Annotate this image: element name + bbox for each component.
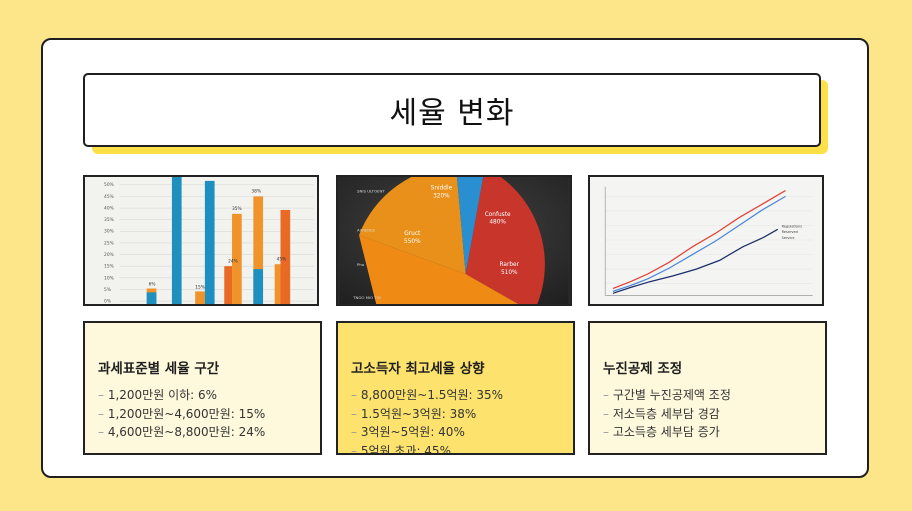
pie-side-text-1: AIVIEOES — [357, 227, 375, 232]
bar-data-label: 6% — [149, 282, 156, 288]
card-list: 1,200만원 이하: 6% 1,200만원~4,600만원: 15% 4,60… — [98, 386, 320, 442]
bar-ytick-label: 30% — [104, 229, 114, 235]
bar-chart-svg: 50% 45% 40% 35% 30% 25% 20% 15% 10% 5% 0% 6% 15% 24%… — [104, 177, 314, 304]
bar-ytick-label: 20% — [104, 252, 114, 258]
list-item: 고소득층 세부담 증가 — [603, 423, 825, 442]
card-tax-brackets: 과세표준별 세율 구간 1,200만원 이하: 6% 1,200만원~4,600… — [83, 321, 322, 455]
bar-ytick-label: 45% — [104, 194, 114, 200]
list-item: 3억원~5억원: 40% — [351, 423, 573, 442]
pie-chart-svg: Sniddle 320% Confuste 480% Gruct 550% Ra… — [339, 177, 569, 304]
pie-slice-blue — [456, 177, 484, 274]
line-legend-0: Regulations — [782, 224, 803, 228]
bar-mark — [280, 209, 291, 304]
pie-label-2-value: 550% — [404, 239, 421, 245]
bar-data-label: 45% — [277, 256, 287, 262]
title-box: 세율 변화 — [83, 73, 821, 147]
pie-side-text-2: Pho — [357, 262, 365, 267]
card-title: 과세표준별 세율 구간 — [98, 361, 220, 377]
line-series-navy — [612, 228, 779, 294]
list-item: 8,800만원~1.5억원: 35% — [351, 386, 573, 405]
list-item: 1.5억원~3억원: 38% — [351, 405, 573, 424]
pie-slice-orange-lower — [358, 235, 519, 304]
line-chart-svg: Regulations Reserved Service — [604, 186, 813, 296]
card-title: 고소득자 최고세율 상향 — [351, 361, 485, 377]
bar-mark — [274, 264, 285, 304]
pie-side-text-3: TNGO MIO TIO — [352, 295, 381, 300]
bar-data-label: 15% — [195, 284, 205, 290]
pie-label-1-value: 480% — [489, 220, 506, 226]
line-legend-1: Reserved — [782, 230, 798, 234]
bar-mark — [224, 266, 233, 304]
bar-mark — [171, 177, 182, 304]
list-item: 4,600만원~8,800만원: 24% — [98, 423, 320, 442]
card-top-rate-increase: 고소득자 최고세율 상향 8,800만원~1.5억원: 35% 1.5억원~3억… — [336, 321, 575, 455]
bar-data-label: 38% — [251, 189, 261, 195]
line-legend-2: Service — [782, 236, 795, 240]
bar-data-label: 35% — [232, 206, 242, 212]
bar-ytick-label: 25% — [104, 240, 114, 246]
card-list: 구간별 누진공제액 조정 저소득층 세부담 경감 고소득층 세부담 증가 — [603, 386, 825, 442]
pie-chart-image: Sniddle 320% Confuste 480% Gruct 550% Ra… — [336, 175, 572, 306]
bar-chart-image: 50% 45% 40% 35% 30% 25% 20% 15% 10% 5% 0% 6% 15% 24%… — [83, 175, 319, 306]
card-list: 8,800만원~1.5억원: 35% 1.5억원~3억원: 38% 3억원~5억… — [351, 386, 573, 454]
bar-ytick-label: 10% — [104, 275, 114, 281]
pie-label-2-name: Gruct — [404, 231, 421, 237]
bar-ytick-label: 50% — [104, 182, 114, 188]
pie-side-text-0: SNIS ULTOENT — [357, 189, 385, 194]
pie-label-0-value: 320% — [433, 193, 450, 199]
bar-mark — [253, 269, 264, 304]
page-title: 세율 변화 — [389, 96, 515, 131]
bar-mark — [232, 213, 242, 304]
bar-data-label: 24% — [228, 258, 238, 264]
bar-mark — [195, 291, 205, 304]
bar-ytick-label: 5% — [104, 287, 111, 293]
bar-mark — [253, 196, 264, 304]
bar-ytick-label: 40% — [104, 205, 114, 211]
bar-mark — [204, 180, 215, 304]
pie-label-1-name: Confuste — [485, 212, 511, 218]
list-item: 1,200만원~4,600만원: 15% — [98, 405, 320, 424]
pie-label-0-name: Sniddle — [431, 186, 453, 192]
bar-mark — [146, 292, 157, 304]
line-chart-image: Regulations Reserved Service — [588, 175, 824, 306]
list-item: 1,200만원 이하: 6% — [98, 386, 320, 405]
card-title: 누진공제 조정 — [603, 361, 683, 377]
bar-ytick-label: 35% — [104, 217, 114, 223]
card-progressive-deduction: 누진공제 조정 구간별 누진공제액 조정 저소득층 세부담 경감 고소득층 세부… — [588, 321, 827, 455]
pie-label-3-value: 510% — [501, 270, 518, 276]
list-item: 저소득층 세부담 경감 — [603, 405, 825, 424]
pie-slice-red — [465, 177, 545, 304]
pie-label-3-name: Rarber — [500, 262, 520, 268]
line-series-blue — [612, 195, 786, 292]
bar-ytick-label: 15% — [104, 264, 114, 270]
list-item: 구간별 누진공제액 조정 — [603, 386, 825, 405]
list-item: 5억원 초과: 45% — [351, 442, 573, 454]
pie-slice-orange — [358, 177, 466, 274]
line-series-red — [612, 190, 786, 290]
bar-ytick-label: 0% — [104, 299, 111, 304]
